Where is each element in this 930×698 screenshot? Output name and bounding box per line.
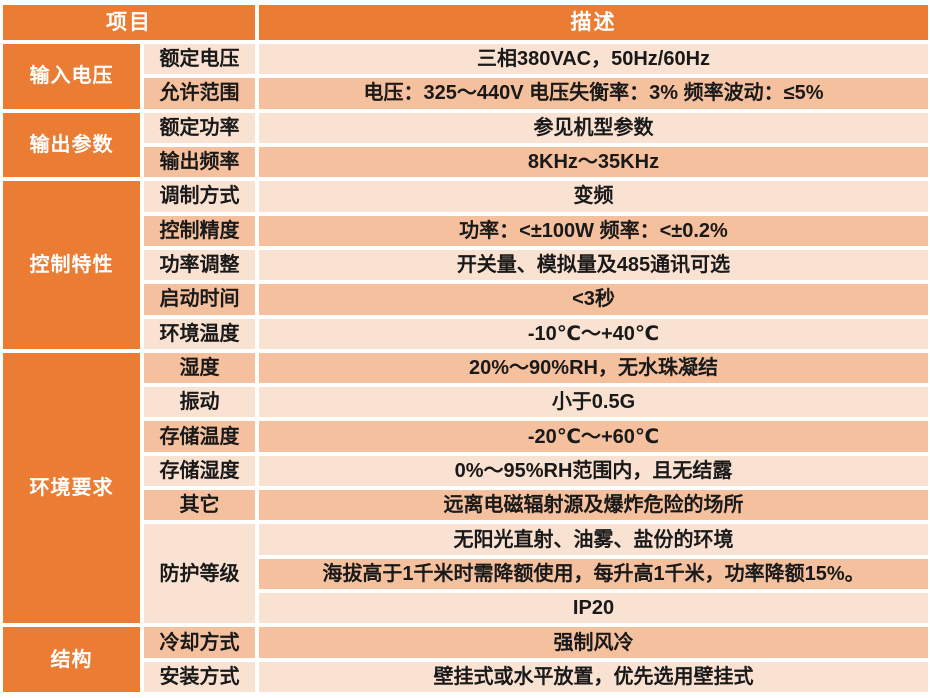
value-protection-level-ip-rating: IP20 (259, 593, 928, 624)
value-protection-level-environment: 无阳光直射、油雾、盐份的环境 (259, 524, 928, 555)
label-protection-level: 防护等级 (144, 524, 255, 624)
value-vibration: 小于0.5G (259, 387, 928, 418)
label-control-precision: 控制精度 (144, 215, 255, 246)
spec-grid: 项目 描述 输入电压 输出参数 控制特性 环境要求 结构 额定电压 三相380V… (3, 5, 928, 692)
value-mounting-method: 壁挂式或水平放置，优先选用壁挂式 (259, 661, 928, 692)
value-modulation-mode: 变频 (259, 181, 928, 212)
group-cell-control-features: 控制特性 (3, 181, 140, 349)
value-output-frequency: 8KHz～35KHz (259, 146, 928, 178)
value-ambient-temp: -10℃～+40℃ (259, 318, 928, 349)
value-storage-humidity: 0%～95%RH范围内，且无结露 (259, 455, 928, 487)
header-item-cell: 项目 (3, 5, 255, 40)
value-cooling-method: 强制风冷 (259, 627, 928, 658)
label-storage-humidity: 存储湿度 (144, 455, 255, 487)
group-cell-environment: 环境要求 (3, 352, 140, 624)
group-cell-structure: 结构 (3, 627, 140, 692)
value-rated-voltage: 三相380VAC，50Hz/60Hz (259, 44, 928, 75)
value-protection-level-altitude: 海拔高于1千米时需降额使用，每升高1千米，功率降额15%。 (259, 558, 928, 590)
value-other: 远离电磁辐射源及爆炸危险的场所 (259, 490, 928, 521)
value-rated-power: 参见机型参数 (259, 112, 928, 143)
label-humidity: 湿度 (144, 352, 255, 384)
value-allowed-range: 电压：325～440V 电压失衡率：3% 频率波动：≤5% (259, 78, 928, 109)
value-humidity: 20%～90%RH，无水珠凝结 (259, 352, 928, 384)
header-description-cell: 描述 (259, 5, 928, 40)
group-cell-output-params: 输出参数 (3, 112, 140, 178)
label-other: 其它 (144, 490, 255, 521)
label-vibration: 振动 (144, 387, 255, 418)
value-control-precision: 功率：<±100W 频率：<±0.2% (259, 215, 928, 246)
label-rated-power: 额定功率 (144, 112, 255, 143)
label-start-time: 启动时间 (144, 284, 255, 315)
value-power-adjust: 开关量、模拟量及485通讯可选 (259, 249, 928, 281)
label-mounting-method: 安装方式 (144, 661, 255, 692)
label-rated-voltage: 额定电压 (144, 44, 255, 75)
label-power-adjust: 功率调整 (144, 249, 255, 281)
label-output-frequency: 输出频率 (144, 146, 255, 178)
value-start-time: <3秒 (259, 284, 928, 315)
label-allowed-range: 允许范围 (144, 78, 255, 109)
group-cell-input-voltage: 输入电压 (3, 44, 140, 109)
label-ambient-temp: 环境温度 (144, 318, 255, 349)
value-storage-temp: -20℃～+60℃ (259, 421, 928, 452)
label-modulation-mode: 调制方式 (144, 181, 255, 212)
label-cooling-method: 冷却方式 (144, 627, 255, 658)
label-storage-temp: 存储温度 (144, 421, 255, 452)
